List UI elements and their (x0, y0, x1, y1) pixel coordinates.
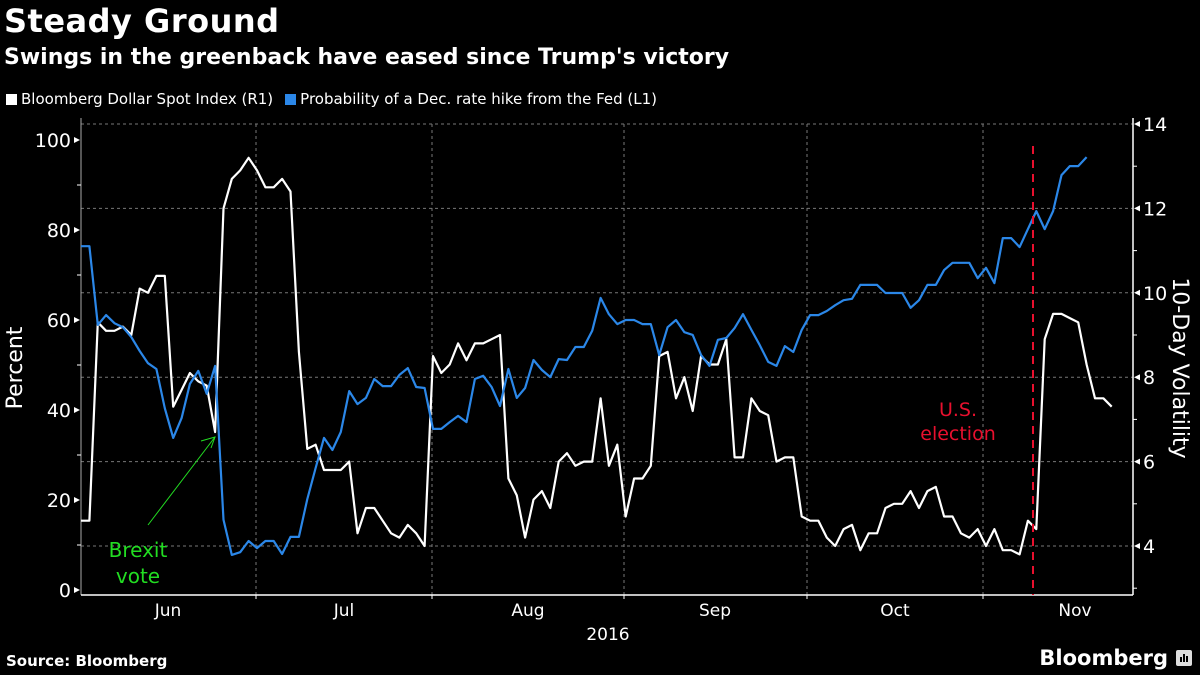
legend-label: Bloomberg Dollar Spot Index (R1) (21, 90, 274, 108)
right-tick-marker (1134, 289, 1140, 296)
right-tick-label: 4 (1143, 536, 1155, 558)
left-axis-title: Percent (3, 326, 28, 409)
right-tick-label: 14 (1143, 114, 1167, 136)
right-tick-marker (1134, 121, 1140, 127)
year-label: 2016 (586, 625, 629, 645)
left-tick-label: 40 (47, 400, 71, 422)
chart-title: Steady Ground (4, 2, 280, 40)
left-tick-marker (74, 497, 80, 503)
bloomberg-logo: Bloomberg (1039, 646, 1192, 670)
chart-icon (1176, 650, 1192, 666)
series-line-rate-hike (81, 156, 1088, 557)
left-tick-marker (74, 587, 80, 593)
month-label: Nov (1058, 601, 1091, 621)
right-tick-label: 10 (1143, 283, 1167, 305)
month-label: Oct (880, 601, 910, 621)
month-label: Sep (699, 601, 731, 621)
legend-label: Probability of a Dec. rate hike from the… (300, 90, 658, 108)
left-tick-label: 100 (35, 130, 71, 152)
month-label: Jul (333, 601, 355, 621)
month-label: Jun (154, 601, 182, 621)
legend-swatch-white (6, 93, 17, 105)
right-tick-label: 6 (1143, 452, 1155, 474)
right-axis-title: 10-Day Volatility (1167, 277, 1192, 458)
right-tick-label: 8 (1143, 367, 1155, 389)
left-tick-label: 0 (59, 580, 71, 602)
right-tick-marker (1134, 458, 1140, 465)
legend-item-dollar-index: Bloomberg Dollar Spot Index (R1) (6, 90, 273, 108)
brexit-arrowhead (200, 436, 216, 449)
brexit-label: Brexit (109, 538, 168, 562)
right-tick-label: 12 (1143, 198, 1167, 220)
grid (81, 123, 1133, 595)
brexit-arrow (147, 436, 216, 526)
brand-name: Bloomberg (1039, 646, 1168, 670)
left-tick-marker (74, 317, 80, 323)
right-tick-marker (1134, 205, 1140, 212)
month-label: Aug (511, 601, 544, 621)
legend-item-rate-hike: Probability of a Dec. rate hike from the… (285, 90, 657, 108)
right-tick-marker (1134, 543, 1140, 549)
chart-subtitle: Swings in the greenback have eased since… (4, 45, 730, 70)
brexit-label: vote (116, 564, 160, 588)
left-tick-marker (74, 227, 80, 233)
legend: Bloomberg Dollar Spot Index (R1) Probabi… (6, 90, 657, 108)
left-tick-label: 60 (47, 310, 71, 332)
source-note: Source: Bloomberg (6, 652, 168, 670)
election-label: election (920, 423, 996, 445)
series-line-dollar-index (81, 156, 1113, 556)
election-label: U.S. (939, 399, 977, 421)
right-tick-marker (1134, 374, 1140, 381)
left-tick-label: 20 (47, 490, 71, 512)
series-group (81, 156, 1113, 557)
left-tick-marker (74, 137, 80, 143)
left-tick-label: 80 (47, 220, 71, 242)
legend-swatch-blue (285, 93, 297, 105)
axes: 0 20 40 60 80 100 4 6 8 10 12 14 Jun Jul Aug Sep Oct Nov 2… (3, 114, 1192, 645)
left-tick-marker (74, 407, 80, 413)
